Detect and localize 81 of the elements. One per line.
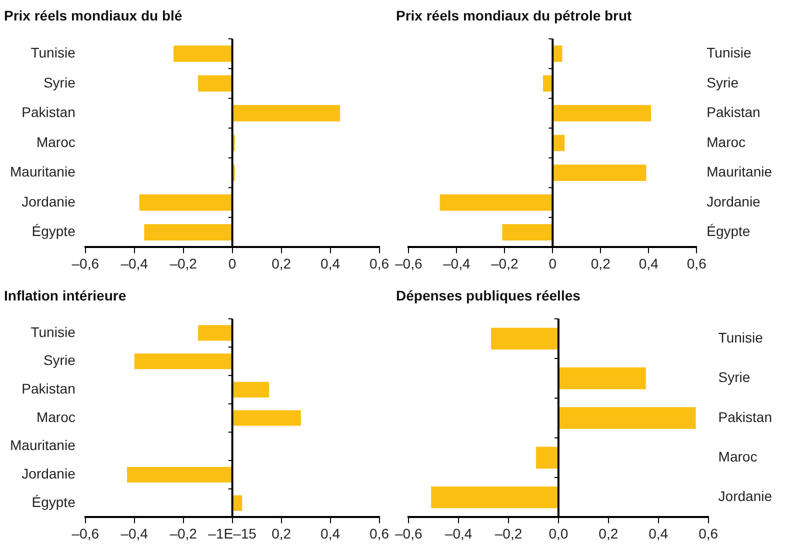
bar <box>431 486 558 508</box>
bar <box>553 134 565 152</box>
bar <box>139 194 232 211</box>
y-tick-label: Égypte <box>706 223 750 240</box>
y-tick-label: Tunisie <box>30 324 76 340</box>
chart-title: Prix réels mondiaux du blé <box>4 7 182 24</box>
y-tick-label: Pakistan <box>718 408 772 425</box>
x-tick-label: 0,6 <box>370 525 390 542</box>
x-tick-label: 0,4 <box>320 255 340 272</box>
bar <box>553 46 562 62</box>
y-tick-label: Tunisie <box>30 44 76 61</box>
chart-title: Dépenses publiques réelles <box>396 287 581 304</box>
x-tick-label: –0,6 <box>395 525 422 542</box>
y-tick-label: Pakistan <box>22 104 76 120</box>
y-tick-label: Syrie <box>43 352 76 368</box>
bar <box>198 75 232 92</box>
bar <box>134 354 232 370</box>
y-tick-label: Tunisie <box>706 44 752 61</box>
bar <box>553 105 652 122</box>
x-tick-label: –0,4 <box>444 525 472 542</box>
x-tick-label: –0,2 <box>170 525 198 542</box>
bar <box>440 194 552 211</box>
y-tick-label: Maroc <box>706 134 746 150</box>
x-tick-label: 0,6 <box>698 525 718 542</box>
x-tick-label: –0,2 <box>491 255 518 272</box>
y-tick-label: Pakistan <box>706 104 760 120</box>
x-tick-label: 0,2 <box>590 255 611 272</box>
bar <box>558 367 646 390</box>
x-tick-label: –1E–15 <box>208 525 257 542</box>
x-tick-label: –0,6 <box>72 525 100 542</box>
bar <box>144 224 232 240</box>
x-tick-label: 0,4 <box>320 525 340 542</box>
y-tick-label: Jordanie <box>22 466 76 482</box>
x-tick-label: –0,2 <box>170 255 198 272</box>
chart-title: Prix réels mondiaux du pétrole brut <box>396 7 632 24</box>
y-tick-label: Maroc <box>718 448 758 465</box>
bar <box>232 382 270 398</box>
x-tick-label: 0,2 <box>272 255 292 272</box>
y-tick-label: Maroc <box>36 408 76 425</box>
x-tick-label: –0,6 <box>72 255 100 272</box>
x-tick-label: –0,6 <box>395 255 422 272</box>
bar <box>491 328 558 350</box>
y-tick-label: Mauritanie <box>10 437 76 454</box>
bar <box>232 410 301 426</box>
bar <box>558 407 696 429</box>
x-tick-label: 0,0 <box>548 525 568 542</box>
x-tick-label: –0,4 <box>443 255 470 272</box>
x-tick-label: 0,2 <box>598 525 618 542</box>
bar <box>232 105 340 122</box>
x-tick-label: –0,2 <box>494 525 522 542</box>
bar <box>127 466 232 482</box>
x-tick-label: 0 <box>228 255 236 272</box>
y-tick-label: Jordanie <box>706 193 761 210</box>
y-tick-label: Mauritanie <box>10 164 76 180</box>
y-tick-label: Jordanie <box>22 193 76 210</box>
y-tick-label: Pakistan <box>22 380 76 397</box>
x-tick-label: –0,4 <box>120 255 148 272</box>
y-tick-label: Égypte <box>32 494 76 510</box>
bar <box>502 224 552 240</box>
y-tick-label: Jordanie <box>718 488 772 504</box>
y-tick-label: Syrie <box>43 74 76 90</box>
chart-title: Inflation intérieure <box>4 287 126 304</box>
y-tick-label: Égypte <box>32 223 76 240</box>
y-tick-label: Tunisie <box>718 330 764 346</box>
y-tick-label: Syrie <box>718 369 750 386</box>
x-tick-label: 0,2 <box>272 525 292 542</box>
bar <box>553 164 646 181</box>
y-tick-label: Maroc <box>36 134 76 150</box>
y-tick-label: Syrie <box>706 74 739 90</box>
bar <box>232 495 242 511</box>
bar <box>198 325 232 341</box>
bar <box>536 446 558 469</box>
x-tick-label: 0,6 <box>370 255 390 272</box>
x-tick-label: 0 <box>548 255 557 272</box>
x-tick-label: 0,4 <box>638 255 659 272</box>
bar <box>543 75 552 92</box>
x-tick-label: 0,4 <box>648 525 668 542</box>
x-tick-label: 0,6 <box>686 255 707 272</box>
y-tick-label: Mauritanie <box>706 164 772 180</box>
x-tick-label: –0,4 <box>120 525 148 542</box>
bar <box>174 46 232 62</box>
